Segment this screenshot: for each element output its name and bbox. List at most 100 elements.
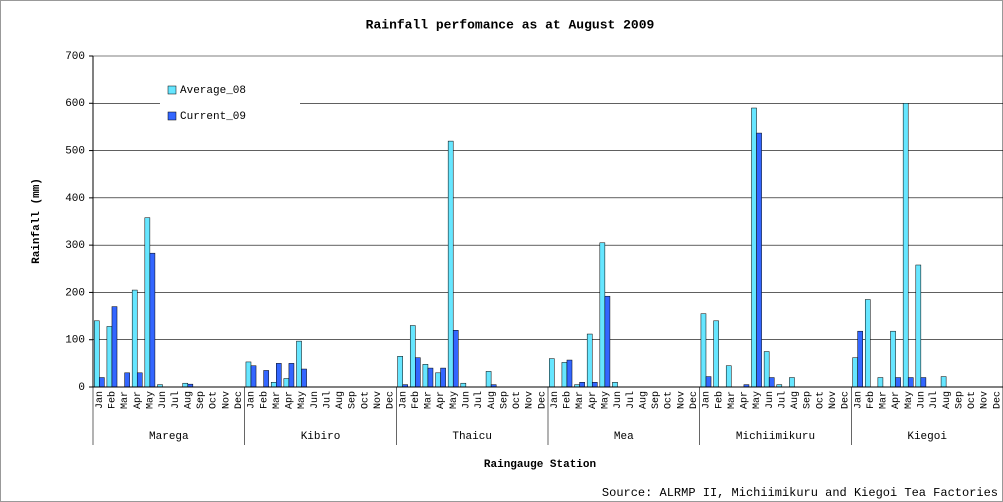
bar	[751, 107, 757, 388]
legend-box	[160, 72, 300, 132]
bar	[895, 377, 901, 388]
group-label: Michiimikuru	[736, 431, 815, 443]
bar	[435, 372, 441, 388]
x-axis-label: Raingauge Station	[484, 459, 596, 471]
x-tick-label: Jun	[613, 391, 624, 409]
x-tick-label: Jul	[321, 391, 333, 409]
x-tick-label: Jul	[473, 391, 485, 409]
x-tick-label: Oct	[512, 391, 523, 409]
bar	[415, 357, 421, 388]
x-tick-label: Sep	[348, 391, 359, 409]
x-tick-label: Jun	[765, 391, 776, 409]
x-tick-label: Dec	[841, 391, 852, 409]
x-tick-label: Feb	[562, 391, 574, 409]
y-tick-label: 700	[65, 51, 85, 63]
x-tick-label: Oct	[815, 391, 826, 409]
bar	[182, 382, 189, 388]
x-tick-label: Jan	[95, 391, 106, 409]
bar	[920, 377, 927, 388]
x-tick-label: Dec	[689, 391, 700, 409]
bar	[789, 377, 795, 388]
bar	[276, 363, 282, 388]
bar	[270, 382, 277, 388]
bar	[283, 378, 290, 388]
y-tick-label: 100	[65, 335, 85, 347]
x-tick-label: Nov	[980, 391, 991, 409]
bar	[902, 103, 909, 388]
bar	[149, 252, 156, 388]
x-tick-label: Feb	[410, 391, 422, 409]
bar	[756, 132, 762, 388]
x-tick-label: Dec	[234, 391, 245, 409]
legend-label: Average_08	[180, 85, 246, 97]
legend-label: Current_09	[180, 111, 246, 123]
x-tick-label: Mar	[120, 391, 131, 409]
bar	[864, 299, 871, 388]
bar	[705, 376, 712, 388]
y-tick-label: 600	[65, 98, 85, 110]
bar	[763, 351, 770, 388]
y-axis-label: Rainfall (mm)	[31, 178, 43, 264]
bar	[440, 367, 446, 388]
chart-title: Rainfall perfomance as at August 2009	[366, 17, 655, 32]
group-label: Kibiro	[301, 431, 341, 443]
x-tick-label: Dec	[537, 391, 548, 409]
x-tick-label: Feb	[258, 391, 270, 409]
x-tick-label: Oct	[360, 391, 371, 409]
x-tick-label: Aug	[638, 391, 649, 409]
bar	[857, 330, 863, 388]
legend-swatch	[167, 111, 177, 121]
x-tick-label: Nov	[828, 391, 839, 409]
x-tick-label: Apr	[740, 391, 751, 409]
bar	[700, 313, 707, 388]
x-tick-label: Jul	[170, 391, 182, 409]
x-tick-label: Jul	[928, 391, 940, 409]
x-tick-label: Apr	[133, 391, 144, 409]
y-tick-label: 0	[78, 382, 85, 394]
x-tick-label: Mar	[575, 391, 586, 409]
bar	[725, 365, 732, 388]
bar	[566, 359, 573, 388]
x-tick-label: Sep	[803, 391, 814, 409]
x-tick-label: Apr	[588, 391, 599, 409]
bar	[99, 377, 105, 388]
bar	[561, 362, 568, 388]
x-tick-label: Sep	[499, 391, 510, 409]
bar	[422, 364, 429, 388]
bar	[296, 340, 302, 388]
bar	[460, 382, 467, 388]
y-tick-label: 300	[65, 240, 85, 252]
bar	[599, 242, 606, 388]
x-tick-label: Feb	[865, 391, 877, 409]
x-tick-label: Oct	[967, 391, 978, 409]
x-tick-label: Jun	[461, 391, 472, 409]
x-tick-label: Jul	[625, 391, 637, 409]
bar	[144, 217, 151, 388]
x-tick-label: Mar	[727, 391, 738, 409]
x-tick-label: Aug	[942, 391, 953, 409]
bar	[604, 295, 611, 388]
bar	[852, 357, 858, 388]
x-tick-label: Nov	[525, 391, 536, 409]
x-tick-label: Oct	[664, 391, 675, 409]
x-tick-label: Oct	[209, 391, 220, 409]
bar	[94, 320, 100, 388]
x-tick-label: Jul	[776, 391, 788, 409]
bar	[131, 289, 138, 388]
bar	[915, 264, 922, 388]
x-tick-label: Nov	[373, 391, 384, 409]
x-tick-label: May	[449, 391, 460, 409]
bar	[907, 377, 914, 388]
x-tick-label: May	[146, 391, 157, 409]
x-tick-label: May	[904, 391, 915, 409]
x-tick-label: Nov	[221, 391, 232, 409]
x-tick-label: Jan	[247, 391, 258, 409]
x-tick-label: Jan	[702, 391, 713, 409]
x-tick-label: Jun	[158, 391, 169, 409]
x-tick-label: Apr	[436, 391, 447, 409]
x-tick-label: May	[752, 391, 763, 409]
x-tick-label: Aug	[487, 391, 498, 409]
x-tick-label: Aug	[790, 391, 801, 409]
bar	[124, 372, 130, 388]
